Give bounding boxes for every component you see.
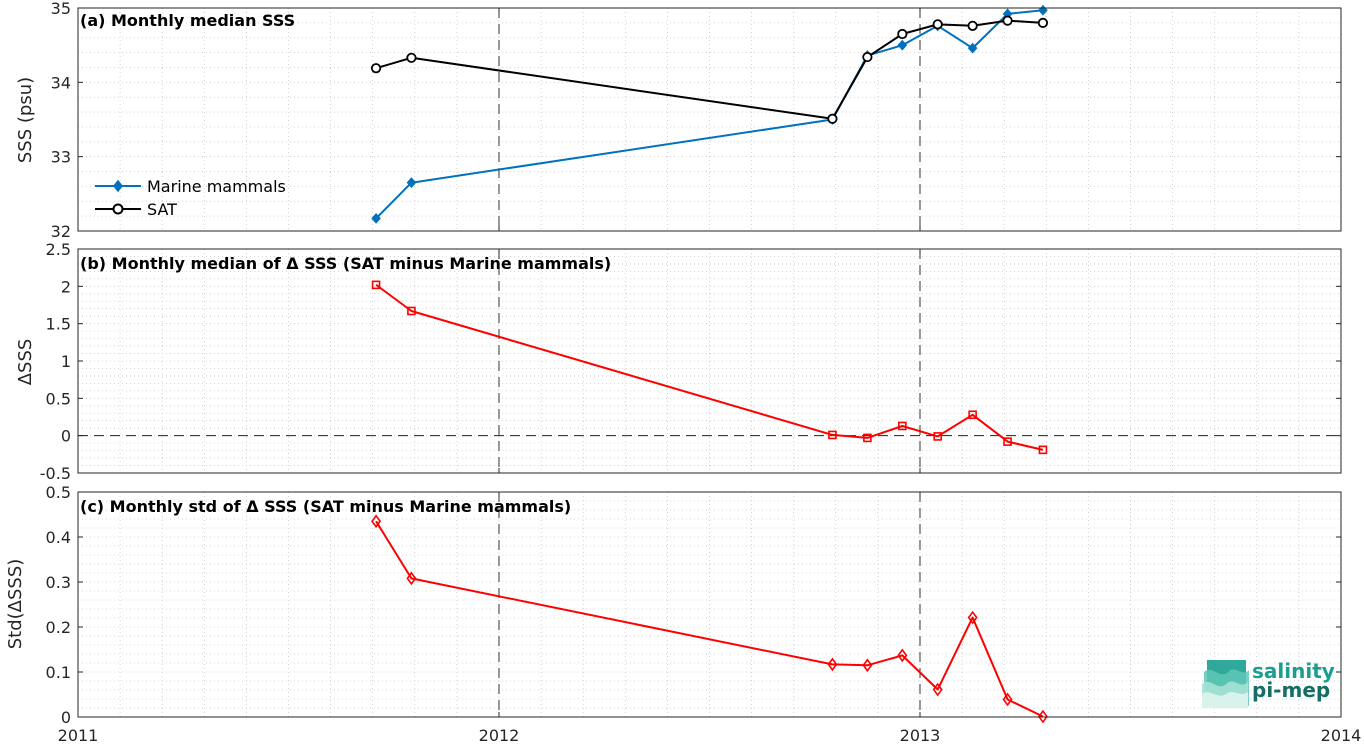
x-axis-tick-labels: 2011 2012 2013 2014 bbox=[58, 726, 1362, 745]
y-tick-label: -0.5 bbox=[40, 464, 71, 483]
y-tick-label: 0.1 bbox=[46, 663, 71, 682]
panel-c-frame bbox=[77, 491, 1342, 718]
x-tick-label: 2013 bbox=[900, 726, 941, 745]
y-tick-label: 0.4 bbox=[46, 528, 71, 547]
wave-icon bbox=[1202, 660, 1249, 708]
legend-marine-marker bbox=[113, 179, 123, 193]
data-point-marker bbox=[1002, 692, 1013, 707]
panel-a-y-axis-label: SSS (psu) bbox=[15, 77, 36, 163]
y-tick-label: 1 bbox=[61, 352, 71, 371]
panel-a-title: (a) Monthly median SSS bbox=[80, 11, 295, 30]
panel-b-y-axis-label: ΔSSS bbox=[15, 339, 36, 386]
data-point-marker bbox=[862, 51, 873, 63]
panel-c-grid bbox=[78, 492, 1341, 717]
legend: Marine mammals SAT bbox=[95, 177, 286, 219]
data-point-marker bbox=[371, 212, 381, 224]
data-point-marker bbox=[1037, 17, 1049, 28]
panel-a-grid bbox=[78, 8, 1341, 231]
data-point-marker bbox=[897, 648, 908, 663]
data-point-marker bbox=[371, 514, 382, 529]
data-point-marker bbox=[967, 20, 978, 31]
data-point-marker bbox=[1038, 445, 1048, 455]
panel-c-series bbox=[371, 514, 1048, 724]
data-point-marker bbox=[1003, 437, 1012, 446]
panel-b-title: (b) Monthly median of Δ SSS (SAT minus M… bbox=[80, 254, 611, 273]
panel-a-year-dividers bbox=[498, 8, 921, 231]
data-point-marker bbox=[827, 113, 838, 124]
series-line-0 bbox=[375, 520, 1044, 718]
data-point-marker bbox=[827, 657, 838, 672]
y-tick-label: 0.5 bbox=[46, 389, 71, 408]
data-point-marker bbox=[406, 52, 417, 63]
panel-a-y-ticks: 32 33 34 35 bbox=[51, 0, 1342, 241]
data-point-marker bbox=[407, 306, 416, 316]
panel-b-year-dividers bbox=[498, 249, 921, 473]
panel-c-year-dividers bbox=[498, 492, 921, 717]
panel-b: -0.5 0 0.5 1 1.5 2 2.5 (b) Monthly median of Δ… bbox=[15, 240, 1342, 483]
data-point-marker bbox=[932, 19, 943, 30]
panel-c-title: (c) Monthly std of Δ SSS (SAT minus Mari… bbox=[80, 497, 571, 516]
legend-sat-marker bbox=[112, 203, 124, 215]
data-point-marker bbox=[828, 430, 837, 440]
panel-b-y-ticks: -0.5 0 0.5 1 1.5 2 2.5 bbox=[40, 240, 1342, 483]
y-tick-label: 33 bbox=[51, 148, 71, 167]
data-point-marker bbox=[898, 421, 907, 431]
data-point-marker bbox=[863, 433, 872, 443]
data-point-marker bbox=[406, 177, 417, 189]
series-line-0 bbox=[375, 283, 1044, 451]
series-line-0 bbox=[375, 9, 1044, 220]
panel-c: 0 0.1 0.2 0.3 0.4 0.5 (c) Monthly std of Δ SS… bbox=[5, 483, 1342, 727]
y-tick-label: 2 bbox=[61, 277, 71, 296]
logo-line-1: salinity bbox=[1252, 659, 1335, 683]
data-point-marker bbox=[862, 658, 873, 673]
y-tick-label: 2.5 bbox=[46, 240, 71, 259]
panel-a-frame bbox=[77, 7, 1342, 232]
data-point-marker bbox=[968, 410, 977, 420]
y-tick-label: 0.5 bbox=[46, 483, 71, 502]
data-point-marker bbox=[371, 280, 381, 290]
y-tick-label: 0.2 bbox=[46, 618, 71, 637]
x-tick-label: 2012 bbox=[479, 726, 520, 745]
logo-line-2: pi-mep bbox=[1252, 678, 1330, 702]
data-point-marker bbox=[967, 42, 978, 54]
data-point-marker bbox=[897, 39, 908, 51]
data-point-marker bbox=[1038, 4, 1048, 16]
data-point-marker bbox=[932, 682, 943, 697]
data-point-marker bbox=[1002, 15, 1013, 26]
y-tick-label: 0 bbox=[61, 427, 71, 446]
legend-marine-label: Marine mammals bbox=[147, 177, 286, 196]
data-point-marker bbox=[897, 28, 908, 40]
salinity-pi-mep-logo: salinity pi-mep bbox=[1202, 659, 1335, 708]
y-tick-label: 1.5 bbox=[46, 315, 71, 334]
data-point-marker bbox=[967, 610, 978, 625]
y-tick-label: 0 bbox=[61, 708, 71, 727]
data-point-marker bbox=[1037, 709, 1048, 724]
panel-a-series bbox=[370, 4, 1049, 224]
panel-a: 32 33 34 35 (a) Monthly median SSS SSS (psu… bbox=[15, 0, 1342, 241]
y-tick-label: 35 bbox=[51, 0, 71, 18]
panel-c-y-ticks: 0 0.1 0.2 0.3 0.4 0.5 bbox=[46, 483, 1342, 727]
data-point-marker bbox=[933, 432, 942, 441]
y-tick-label: 34 bbox=[51, 73, 71, 92]
panel-b-grid bbox=[78, 249, 1341, 473]
x-tick-label: 2011 bbox=[58, 726, 99, 745]
y-tick-label: 32 bbox=[51, 222, 71, 241]
data-point-marker bbox=[370, 63, 382, 74]
legend-sat-label: SAT bbox=[147, 200, 177, 219]
y-tick-label: 0.3 bbox=[46, 573, 71, 592]
data-point-marker bbox=[406, 571, 417, 586]
panel-c-y-axis-label: Std(ΔSSS) bbox=[5, 559, 26, 650]
panel-b-series bbox=[371, 280, 1048, 455]
x-tick-label: 2014 bbox=[1321, 726, 1362, 745]
